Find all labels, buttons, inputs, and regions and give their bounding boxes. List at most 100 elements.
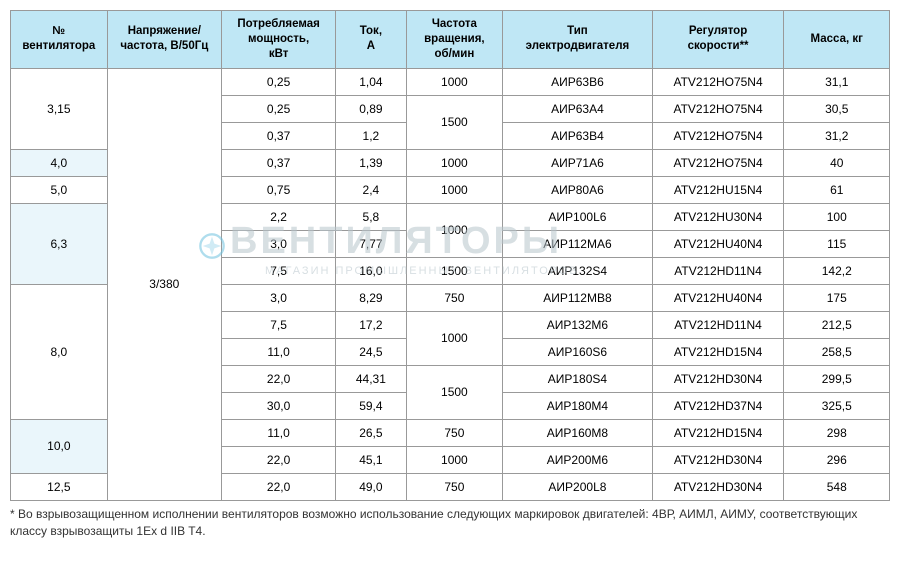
- cell-mass: 325,5: [784, 392, 890, 419]
- col-header-1: Напряжение/частота, В/50Гц: [107, 11, 221, 69]
- cell-power: 0,25: [221, 95, 335, 122]
- cell-current: 1,2: [336, 122, 406, 149]
- cell-current: 5,8: [336, 203, 406, 230]
- cell-regulator: ATV212HO75N4: [652, 68, 784, 95]
- cell-regulator: ATV212HD30N4: [652, 473, 784, 500]
- cell-rpm: 1500: [406, 365, 503, 419]
- cell-current: 7,77: [336, 230, 406, 257]
- cell-motor: АИР132М6: [503, 311, 652, 338]
- cell-mass: 31,1: [784, 68, 890, 95]
- cell-motor: АИР200М6: [503, 446, 652, 473]
- cell-mass: 299,5: [784, 365, 890, 392]
- cell-rpm: 1000: [406, 311, 503, 365]
- col-header-4: Частотавращения,об/мин: [406, 11, 503, 69]
- footnote: * Во взрывозащищенном исполнении вентиля…: [10, 506, 890, 540]
- cell-rpm: 1000: [406, 203, 503, 257]
- cell-fan: 10,0: [11, 419, 108, 473]
- cell-power: 30,0: [221, 392, 335, 419]
- cell-current: 59,4: [336, 392, 406, 419]
- cell-mass: 31,2: [784, 122, 890, 149]
- cell-rpm: 750: [406, 473, 503, 500]
- cell-current: 49,0: [336, 473, 406, 500]
- cell-power: 0,25: [221, 68, 335, 95]
- cell-power: 11,0: [221, 419, 335, 446]
- fan-specs-table: №вентилятораНапряжение/частота, В/50ГцПо…: [10, 10, 890, 501]
- cell-fan: 8,0: [11, 284, 108, 419]
- cell-current: 17,2: [336, 311, 406, 338]
- cell-motor: АИР180S4: [503, 365, 652, 392]
- cell-mass: 258,5: [784, 338, 890, 365]
- cell-current: 16,0: [336, 257, 406, 284]
- cell-current: 0,89: [336, 95, 406, 122]
- col-header-2: Потребляемаямощность,кВт: [221, 11, 335, 69]
- col-header-7: Масса, кг: [784, 11, 890, 69]
- cell-current: 2,4: [336, 176, 406, 203]
- cell-regulator: ATV212HD11N4: [652, 257, 784, 284]
- cell-motor: АИР63А4: [503, 95, 652, 122]
- table-body: 3,153/3800,251,041000АИР63В6ATV212HO75N4…: [11, 68, 890, 500]
- cell-mass: 100: [784, 203, 890, 230]
- cell-regulator: ATV212HD30N4: [652, 446, 784, 473]
- cell-mass: 115: [784, 230, 890, 257]
- col-header-6: Регуляторскорости**: [652, 11, 784, 69]
- cell-mass: 61: [784, 176, 890, 203]
- cell-power: 3,0: [221, 284, 335, 311]
- cell-motor: АИР63В4: [503, 122, 652, 149]
- cell-rpm: 750: [406, 419, 503, 446]
- cell-rpm: 1000: [406, 68, 503, 95]
- cell-rpm: 1500: [406, 257, 503, 284]
- cell-fan: 6,3: [11, 203, 108, 284]
- cell-current: 1,04: [336, 68, 406, 95]
- col-header-5: Типэлектродвигателя: [503, 11, 652, 69]
- cell-motor: АИР112МА6: [503, 230, 652, 257]
- cell-motor: АИР112МВ8: [503, 284, 652, 311]
- cell-power: 22,0: [221, 446, 335, 473]
- table-header-row: №вентилятораНапряжение/частота, В/50ГцПо…: [11, 11, 890, 69]
- cell-rpm: 1000: [406, 176, 503, 203]
- cell-power: 22,0: [221, 365, 335, 392]
- cell-power: 0,37: [221, 122, 335, 149]
- cell-fan: 12,5: [11, 473, 108, 500]
- cell-current: 26,5: [336, 419, 406, 446]
- cell-regulator: ATV212HO75N4: [652, 95, 784, 122]
- cell-regulator: ATV212HD37N4: [652, 392, 784, 419]
- cell-motor: АИР160S6: [503, 338, 652, 365]
- cell-power: 7,5: [221, 311, 335, 338]
- cell-current: 1,39: [336, 149, 406, 176]
- col-header-0: №вентилятора: [11, 11, 108, 69]
- cell-mass: 30,5: [784, 95, 890, 122]
- cell-mass: 548: [784, 473, 890, 500]
- cell-regulator: ATV212HU40N4: [652, 284, 784, 311]
- cell-fan: 5,0: [11, 176, 108, 203]
- cell-power: 3,0: [221, 230, 335, 257]
- cell-motor: АИР63В6: [503, 68, 652, 95]
- cell-current: 44,31: [336, 365, 406, 392]
- cell-voltage: 3/380: [107, 68, 221, 500]
- cell-regulator: ATV212HU15N4: [652, 176, 784, 203]
- cell-regulator: ATV212HU40N4: [652, 230, 784, 257]
- cell-fan: 4,0: [11, 149, 108, 176]
- cell-regulator: ATV212HU30N4: [652, 203, 784, 230]
- cell-regulator: ATV212HD30N4: [652, 365, 784, 392]
- cell-power: 0,75: [221, 176, 335, 203]
- cell-power: 22,0: [221, 473, 335, 500]
- table-row: 3,153/3800,251,041000АИР63В6ATV212HO75N4…: [11, 68, 890, 95]
- col-header-3: Ток,А: [336, 11, 406, 69]
- cell-mass: 298: [784, 419, 890, 446]
- cell-current: 8,29: [336, 284, 406, 311]
- cell-motor: АИР132S4: [503, 257, 652, 284]
- cell-regulator: ATV212HD11N4: [652, 311, 784, 338]
- cell-mass: 296: [784, 446, 890, 473]
- cell-power: 2,2: [221, 203, 335, 230]
- cell-power: 11,0: [221, 338, 335, 365]
- cell-current: 24,5: [336, 338, 406, 365]
- cell-mass: 175: [784, 284, 890, 311]
- cell-power: 7,5: [221, 257, 335, 284]
- cell-regulator: ATV212HD15N4: [652, 338, 784, 365]
- cell-motor: АИР100L6: [503, 203, 652, 230]
- cell-fan: 3,15: [11, 68, 108, 149]
- cell-power: 0,37: [221, 149, 335, 176]
- cell-regulator: ATV212HD15N4: [652, 419, 784, 446]
- cell-motor: АИР71А6: [503, 149, 652, 176]
- cell-motor: АИР180М4: [503, 392, 652, 419]
